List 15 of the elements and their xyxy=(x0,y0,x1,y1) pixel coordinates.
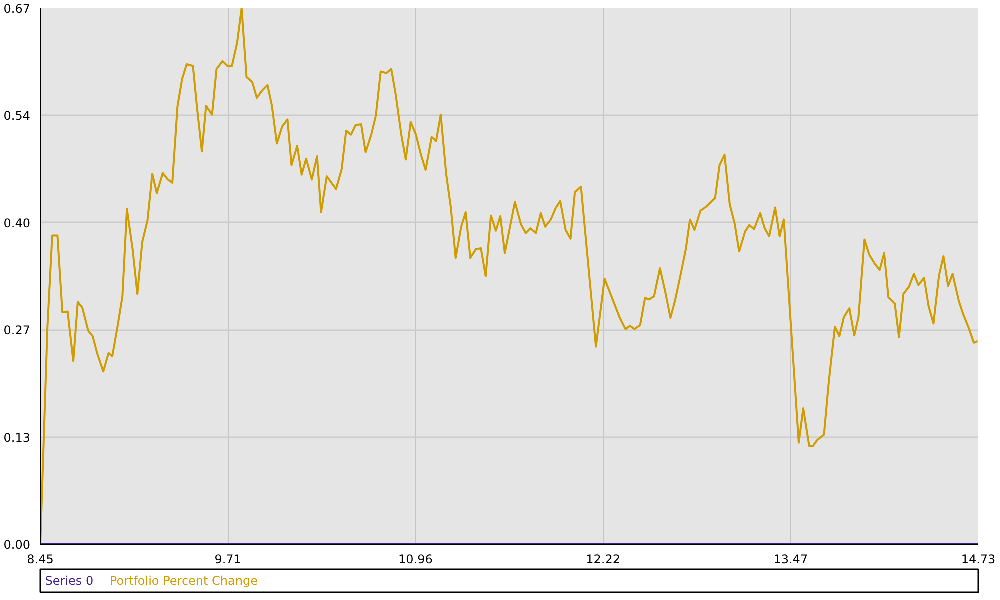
x-tick-label: 8.45 xyxy=(27,552,54,566)
text: Portfolio Percent Change xyxy=(110,574,258,588)
x-tick-label: 9.71 xyxy=(214,552,242,566)
y-tick-label: 0.67 xyxy=(4,2,30,16)
x-tick-label: 14.73 xyxy=(961,552,996,566)
y-tick-label: 0.27 xyxy=(4,324,30,338)
y-tick-label: 0.13 xyxy=(4,430,30,445)
text: Series 0 xyxy=(45,574,94,588)
y-tick-label: 0.40 xyxy=(4,216,30,230)
x-tick-label: 13.47 xyxy=(774,552,808,566)
y-tick-label: 0.00 xyxy=(4,538,30,552)
x-tick-label: 10.96 xyxy=(398,552,433,566)
y-tick-label: 0.54 xyxy=(4,109,30,124)
x-tick-label: 12.22 xyxy=(586,552,620,566)
line-series xyxy=(40,8,978,544)
